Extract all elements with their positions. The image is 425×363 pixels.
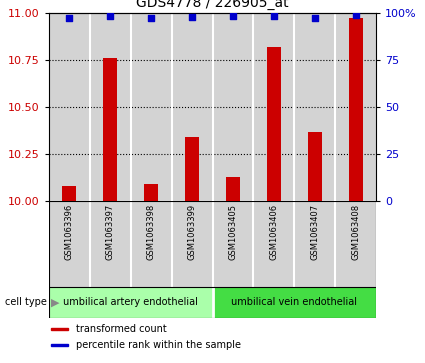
Text: GSM1063408: GSM1063408 (351, 204, 360, 260)
Bar (131, 201, 172, 287)
Bar (90, 201, 131, 287)
Text: umbilical vein endothelial: umbilical vein endothelial (231, 297, 357, 307)
Point (189, 15, 196, 20)
Bar (212, 201, 253, 287)
Point (312, 16, 318, 21)
Text: GSM1063405: GSM1063405 (229, 204, 238, 260)
Title: GDS4778 / 226905_at: GDS4778 / 226905_at (136, 0, 289, 10)
Bar (130, 13, 172, 201)
Bar (294, 13, 335, 201)
Bar (335, 13, 376, 201)
Bar (144, 184, 158, 201)
Bar (294, 201, 335, 287)
Point (230, 13, 236, 19)
Bar (90, 13, 130, 201)
Text: ▶: ▶ (51, 297, 60, 307)
Bar (212, 13, 253, 201)
Text: cell type: cell type (5, 297, 47, 307)
Text: GSM1063397: GSM1063397 (106, 204, 115, 260)
Bar (348, 19, 363, 201)
Point (148, 16, 155, 21)
Bar (62, 186, 76, 201)
Text: GSM1063399: GSM1063399 (187, 204, 196, 260)
Text: GSM1063407: GSM1063407 (310, 204, 319, 260)
Bar (172, 201, 212, 287)
Bar (212, 287, 376, 318)
Bar (51, 329, 68, 330)
Bar (185, 137, 199, 201)
Bar (267, 47, 281, 201)
Point (352, 12, 359, 17)
Bar (172, 13, 212, 201)
Text: percentile rank within the sample: percentile rank within the sample (76, 340, 241, 350)
Bar (103, 58, 117, 201)
Bar (253, 201, 294, 287)
Bar (49, 13, 90, 201)
Text: GSM1063398: GSM1063398 (147, 204, 156, 260)
Bar (226, 177, 240, 201)
Bar (335, 201, 376, 287)
Point (270, 13, 277, 19)
Bar (49, 287, 212, 318)
Text: umbilical artery endothelial: umbilical artery endothelial (63, 297, 198, 307)
Text: transformed count: transformed count (76, 324, 167, 334)
Bar (49, 201, 90, 287)
Text: GSM1063406: GSM1063406 (269, 204, 278, 260)
Point (66, 16, 73, 21)
Bar (253, 13, 294, 201)
Bar (51, 344, 68, 346)
Point (107, 13, 113, 19)
Bar (308, 132, 322, 201)
Text: GSM1063396: GSM1063396 (65, 204, 74, 260)
